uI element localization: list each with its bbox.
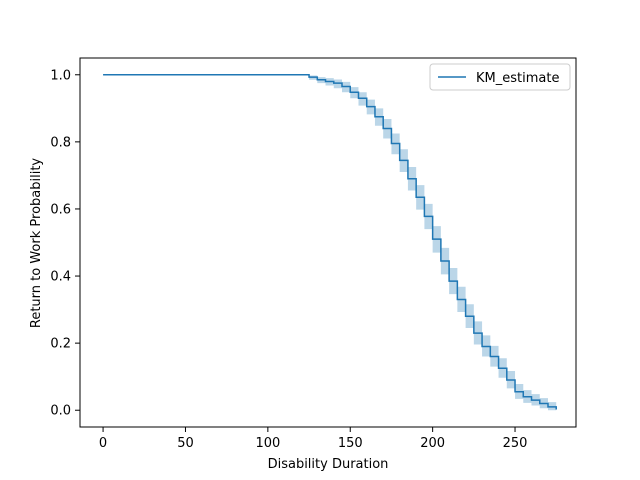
legend-box (429, 63, 571, 91)
y-axis-label: Return to Work Probability (29, 158, 44, 329)
series-line-0 (103, 74, 557, 410)
x-tick-label-5: 250 (503, 436, 528, 451)
x-tick-label-4: 200 (420, 436, 445, 451)
x-tick-label-3: 150 (338, 436, 363, 451)
y-tick-label-0: 0.0 (50, 404, 71, 419)
y-tick-label-4: 0.8 (50, 135, 71, 150)
confidence-band-0 (103, 74, 557, 411)
y-tick-label-1: 0.2 (50, 337, 71, 352)
plot-area (103, 74, 557, 411)
axes: 0 50 100 150 200 250 0.0 0.2 0.4 0.6 0.8 1.0 (50, 57, 577, 451)
y-tick-label-5: 1.0 (50, 68, 71, 83)
x-tick-label-1: 50 (177, 436, 194, 451)
legend-label-0: KM_estimate (476, 71, 559, 86)
legend: KM_estimate (429, 63, 571, 91)
x-axis-label: Disability Duration (268, 457, 389, 472)
y-tick-label-3: 0.6 (50, 202, 71, 217)
x-tick-label-2: 100 (255, 436, 280, 451)
y-tick-label-2: 0.4 (50, 270, 71, 285)
axes-frame (79, 57, 577, 428)
x-tick-label-0: 0 (99, 436, 107, 451)
